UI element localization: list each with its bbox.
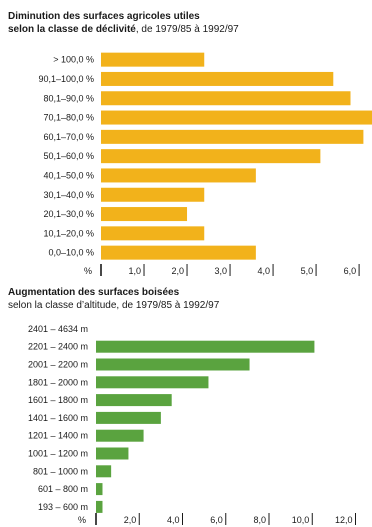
chart2-x-tick-label: 6,0 <box>210 515 223 525</box>
chart2-subtitle: selon la classe d’altitude, de 1979/85 à… <box>8 300 220 311</box>
chart1-category-label: 70,1–80,0 % <box>43 113 94 123</box>
chart2-category-label: 2201 – 2400 m <box>28 342 88 352</box>
chart1-bar <box>101 187 205 202</box>
chart1-x-tick-label: 3,0 <box>215 266 228 276</box>
chart1-bar <box>101 207 188 222</box>
chart1-x-tick-label: 1,0 <box>129 266 142 276</box>
chart2-bar <box>96 483 103 496</box>
chart1-category-label: 50,1–60,0 % <box>43 151 94 161</box>
chart1-bar <box>101 91 351 106</box>
chart2-bar <box>96 411 161 424</box>
chart2-category-label: 801 – 1000 m <box>33 466 88 476</box>
chart2-x-tick-label: 2,0 <box>124 515 137 525</box>
chart2-bar <box>96 394 172 407</box>
chart1-bar <box>101 110 372 125</box>
chart1-bar <box>101 129 364 144</box>
chart1-category-label: 30,1–40,0 % <box>43 190 94 200</box>
chart2-bar <box>96 465 112 478</box>
chart1-bar <box>101 71 334 86</box>
chart1-bar <box>101 168 256 183</box>
chart1-axis-unit: % <box>84 266 92 276</box>
chart1-title-block: Diminution des surfaces agricoles utiles… <box>8 10 239 36</box>
chart2-x-tick-label: 4,0 <box>167 515 180 525</box>
chart1-svg: > 100,0 % 90,1–100,0 % 80,1–90,0 % 70,1–80,… <box>38 52 372 276</box>
chart2-category-label: 193 – 600 m <box>38 502 88 512</box>
chart1-subtitle: selon la classe de déclivité, de 1979/85… <box>8 23 239 36</box>
chart1-title: Diminution des surfaces agricoles utiles <box>8 11 200 22</box>
chart1-subtitle-bold: selon la classe de déclivité <box>8 24 136 35</box>
chart2-bar <box>96 500 103 513</box>
chart1-x-tick-label: 4,0 <box>258 266 271 276</box>
chart2-x-tick-label: 8,0 <box>253 515 266 525</box>
chart2-category-label: 1601 – 1800 m <box>28 395 88 405</box>
chart2-category-label: 1001 – 1200 m <box>28 449 88 459</box>
chart1-x-tick-label: 6,0 <box>344 266 357 276</box>
chart2-bar <box>96 340 315 353</box>
chart1-category-label: 80,1–90,0 % <box>43 93 94 103</box>
chart2-title-block: Augmentation des surfaces boisées selon … <box>8 286 219 312</box>
chart2-category-label: 2001 – 2200 m <box>28 360 88 370</box>
chart2-category-label: 2401 – 4634 m <box>28 324 88 334</box>
chart2-category-label: 1401 – 1600 m <box>28 413 88 423</box>
chart2-category-label: 601 – 800 m <box>38 484 88 494</box>
chart1-category-label: 90,1–100,0 % <box>38 74 94 84</box>
chart2-category-label: 1201 – 1400 m <box>28 431 88 441</box>
chart2-x-tick-label: 10,0 <box>292 515 310 525</box>
chart1-bar <box>101 245 256 260</box>
chart2-bar <box>96 447 129 460</box>
chart1-x-tick-label: 5,0 <box>301 266 314 276</box>
chart1-bar <box>101 149 321 164</box>
chart2-category-label: 1801 – 2000 m <box>28 377 88 387</box>
chart1-category-label: 60,1–70,0 % <box>43 132 94 142</box>
chart2-title: Augmentation des surfaces boisées <box>8 287 180 298</box>
chart1-category-label: 0,0–10,0 % <box>48 248 94 258</box>
chart1-bar <box>101 226 205 241</box>
chart2-bar <box>96 429 144 442</box>
chart2-x-tick-label: 12,0 <box>335 515 353 525</box>
chart2-bar <box>96 376 209 389</box>
chart1-bar <box>101 52 205 67</box>
chart1-subtitle-rest: , de 1979/85 à 1992/97 <box>135 24 239 35</box>
chart1-x-tick-label: 2,0 <box>172 266 185 276</box>
chart1-category-label: 10,1–20,0 % <box>43 228 94 238</box>
chart1-category-label: > 100,0 % <box>53 55 94 65</box>
chart2-bar <box>96 358 250 371</box>
chart1-category-label: 40,1–50,0 % <box>43 170 94 180</box>
chart2-axis-unit: % <box>78 515 86 525</box>
chart1-category-label: 20,1–30,0 % <box>43 209 94 219</box>
